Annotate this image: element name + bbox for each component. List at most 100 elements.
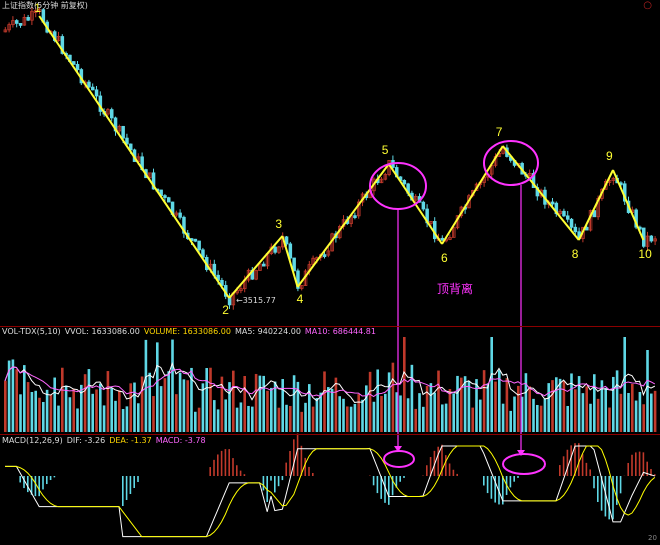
volume-bar [543, 398, 547, 432]
candle [106, 109, 110, 115]
volume-bar [650, 393, 653, 432]
volume-bar [513, 396, 516, 432]
candle [7, 24, 11, 31]
volume-bar [372, 401, 376, 432]
volume-bar [604, 387, 607, 432]
volume-bar [536, 404, 539, 432]
volume-bar [144, 339, 148, 432]
candle [573, 226, 578, 233]
candle [413, 196, 418, 201]
volume-bar [437, 370, 440, 432]
volume-bar [49, 394, 53, 432]
volume-bar [57, 405, 60, 432]
candle [284, 236, 289, 245]
candle [653, 238, 657, 242]
candle [166, 197, 171, 203]
volume-series [4, 337, 657, 432]
volume-bar [471, 407, 474, 432]
volume-bar [551, 380, 554, 432]
volume-bar [608, 407, 611, 432]
candle [75, 64, 80, 70]
volume-value: VOLUME: 1633086.00 [143, 327, 231, 336]
candle [326, 250, 331, 256]
macd-indicator-name: MACD(12,26,9) [2, 436, 63, 445]
volume-bar [323, 371, 326, 432]
corner-label: 20 [648, 534, 657, 542]
candle [254, 270, 258, 280]
low-price-label: ←3515.77 [236, 296, 276, 305]
wave-label: 3 [275, 217, 282, 231]
volume-bar [467, 380, 471, 432]
candle [30, 10, 34, 21]
volume-bar [524, 373, 528, 432]
volume-bar [61, 367, 64, 432]
volume-bar [201, 383, 205, 432]
candle [296, 270, 300, 289]
volume-bar [159, 386, 163, 432]
volume-bar [45, 389, 49, 432]
volume-bar [190, 367, 193, 432]
ma10-value: MA10: 686444.81 [304, 327, 376, 336]
volume-bar [589, 403, 592, 432]
volume-bar [357, 394, 360, 432]
candle [128, 143, 133, 151]
candle [14, 20, 19, 24]
volume-bar [494, 381, 497, 432]
volume-bar [110, 388, 113, 432]
volume-bar [239, 402, 243, 432]
candle [163, 195, 167, 199]
candle [277, 246, 281, 253]
volume-bar [300, 411, 303, 432]
wave-label: 1 [34, 1, 41, 15]
volume-bar [425, 385, 429, 432]
volume-bar [631, 383, 634, 432]
volume-bar [368, 371, 372, 432]
volume-bar [133, 382, 136, 432]
volume-bar [266, 390, 269, 432]
candle [197, 240, 201, 251]
wave-labels: 1 2 3 4 5 6 7 8 9 10 [34, 1, 652, 317]
candle [566, 215, 570, 220]
circle-icon[interactable]: ○ [643, 0, 652, 11]
volume-bar [216, 409, 220, 432]
volume-bar [490, 337, 493, 432]
volume-bar [277, 407, 281, 432]
volume-bar [23, 365, 26, 432]
volume-bar [342, 398, 345, 432]
volume-bar [612, 376, 615, 432]
candle [110, 109, 114, 119]
volume-bar [558, 378, 562, 432]
volume-bar [509, 410, 512, 432]
candle [91, 86, 95, 91]
volume-bar [186, 380, 189, 432]
volume-bar [247, 405, 250, 432]
candle [383, 174, 388, 180]
volume-bar [114, 400, 117, 432]
volume-bar [395, 392, 398, 432]
volume-bar [232, 370, 235, 432]
volume-bar [315, 398, 319, 432]
candle [121, 125, 125, 139]
volume-bar [387, 372, 391, 432]
volume-bar [156, 342, 159, 432]
volume-bar [42, 401, 45, 432]
volume-bar [285, 404, 288, 432]
volume-bar [638, 391, 642, 432]
wave-segment [296, 163, 390, 288]
volume-bar [539, 405, 543, 432]
candle [34, 10, 38, 13]
volume-bar [38, 397, 41, 432]
macd-value: MACD: -3.78 [155, 436, 206, 445]
volume-bar [501, 403, 505, 432]
candle [178, 212, 182, 218]
volume-bar [349, 406, 353, 432]
macd-header: MACD(12,26,9) DIF: -3.26 DEA: -1.37 MACD: -… [2, 436, 210, 446]
volume-bar [384, 393, 387, 432]
volume-bar [72, 389, 75, 432]
volume-bar [258, 375, 262, 432]
candle [11, 20, 15, 26]
highlight-ellipse-macd-2 [502, 453, 546, 475]
ma5-value: MA5: 940224.00 [234, 327, 301, 336]
volume-bar [505, 378, 509, 432]
volume-bar [197, 407, 201, 432]
